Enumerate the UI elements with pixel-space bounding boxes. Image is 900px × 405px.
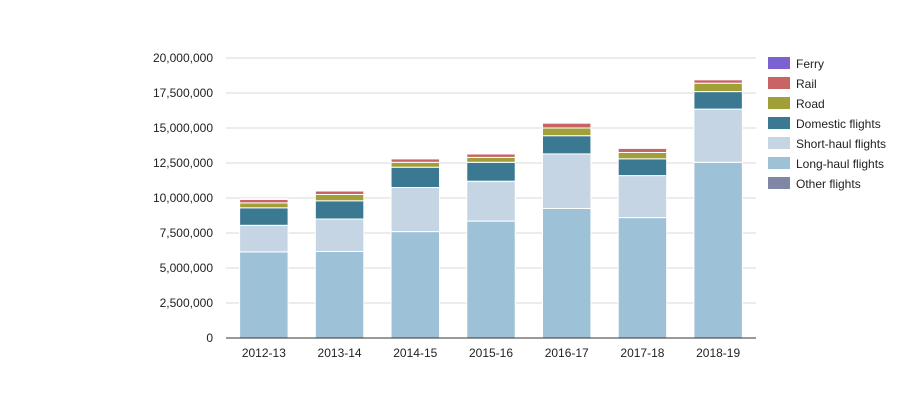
bar-segment-domestic-flights[interactable] (541, 135, 592, 155)
x-tick-label: 2013-14 (318, 346, 362, 360)
bar-segment-domestic-flights[interactable] (466, 161, 516, 182)
legend-label: Long-haul flights (796, 157, 884, 171)
bar-segment-road[interactable] (617, 152, 668, 160)
y-tick-label: 15,000,000 (153, 121, 213, 135)
bar-segment-short-haul-flights[interactable] (239, 224, 289, 253)
bar-segment-short-haul-flights[interactable] (541, 153, 592, 209)
y-tick-label: 7,500,000 (160, 226, 214, 240)
bar-segment-long-haul-flights[interactable] (314, 250, 365, 339)
x-tick-label: 2014-15 (393, 346, 437, 360)
bar-segment-domestic-flights[interactable] (390, 166, 441, 188)
legend-label: Domestic flights (796, 117, 881, 131)
bar-segment-short-haul-flights[interactable] (390, 187, 441, 233)
legend-item[interactable]: Domestic flights (768, 117, 881, 131)
bar-segment-rail[interactable] (617, 147, 668, 154)
y-tick-label: 2,500,000 (160, 296, 214, 310)
x-tick-label: 2016-17 (545, 346, 589, 360)
bar-segment-short-haul-flights[interactable] (314, 218, 365, 252)
bar-segment-ferry[interactable] (314, 189, 365, 192)
bar-segment-long-haul-flights[interactable] (239, 251, 289, 339)
bar-segment-ferry[interactable] (693, 78, 743, 81)
bar-segment-rail[interactable] (390, 158, 441, 163)
legend-swatch (768, 117, 790, 129)
y-tick-label: 5,000,000 (160, 261, 214, 275)
bar-segment-road[interactable] (541, 127, 592, 137)
legend: Ferry Rail Road Domestic flights Short-haul … (768, 57, 886, 191)
bar-segment-short-haul-flights[interactable] (617, 175, 668, 219)
bar-segment-long-haul-flights[interactable] (390, 231, 441, 339)
bar-segment-rail[interactable] (314, 190, 365, 195)
legend-item[interactable]: Long-haul flights (768, 157, 884, 171)
bar-segment-road[interactable] (314, 194, 365, 202)
legend-item[interactable]: Other flights (768, 177, 861, 191)
y-tick-label: 0 (206, 331, 213, 345)
y-tick-label: 12,500,000 (153, 156, 213, 170)
bar-segment-long-haul-flights[interactable] (617, 217, 668, 339)
legend-swatch (768, 97, 790, 109)
bars (239, 78, 743, 339)
legend-label: Rail (796, 77, 817, 91)
bar-segment-domestic-flights[interactable] (239, 207, 289, 226)
bar-segment-rail[interactable] (541, 122, 592, 129)
legend-item[interactable]: Rail (768, 77, 817, 91)
x-tick-label: 2015-16 (469, 346, 513, 360)
bar-segment-domestic-flights[interactable] (314, 200, 365, 220)
y-axis-ticks: 0 2,500,000 5,000,000 7,500,000 10,000,000 12… (153, 51, 213, 345)
bar-segment-road[interactable] (239, 202, 289, 209)
legend-swatch (768, 137, 790, 149)
bar-segment-rail[interactable] (693, 79, 743, 84)
y-tick-label: 17,500,000 (153, 86, 213, 100)
legend-swatch (768, 77, 790, 89)
bar-segment-long-haul-flights[interactable] (541, 208, 592, 339)
bar-segment-road[interactable] (390, 161, 441, 168)
legend-label: Ferry (796, 57, 824, 71)
bar-segment-ferry[interactable] (617, 147, 668, 149)
bar-segment-ferry[interactable] (541, 121, 592, 124)
legend-label: Other flights (796, 177, 861, 191)
bar-segment-ferry[interactable] (390, 157, 441, 160)
bar-segment-road[interactable] (693, 82, 743, 93)
legend-label: Road (796, 97, 825, 111)
x-axis: 2012-13 2013-14 2014-15 2015-16 2016-17 2017-… (226, 337, 756, 360)
bar-segment-rail[interactable] (239, 198, 289, 204)
bar-segment-long-haul-flights[interactable] (466, 220, 516, 339)
bar-segment-rail[interactable] (466, 153, 516, 158)
legend-swatch (768, 57, 790, 69)
legend-item[interactable]: Ferry (768, 57, 824, 71)
bar-segment-short-haul-flights[interactable] (466, 180, 516, 222)
bar-segment-ferry[interactable] (239, 198, 289, 200)
legend-swatch (768, 157, 790, 169)
legend-item[interactable]: Road (768, 97, 825, 111)
bar-segment-domestic-flights[interactable] (693, 91, 743, 110)
bar-segment-ferry[interactable] (466, 152, 516, 155)
bar-segment-road[interactable] (466, 156, 516, 163)
y-tick-label: 10,000,000 (153, 191, 213, 205)
x-tick-label: 2012-13 (242, 346, 286, 360)
x-tick-label: 2017-18 (620, 346, 664, 360)
bar-segment-short-haul-flights[interactable] (693, 108, 743, 163)
x-tick-label: 2018-19 (696, 346, 740, 360)
legend-item[interactable]: Short-haul flights (768, 137, 886, 151)
legend-swatch (768, 177, 790, 189)
legend-label: Short-haul flights (796, 137, 886, 151)
bar-segment-long-haul-flights[interactable] (693, 161, 743, 339)
bar-segment-domestic-flights[interactable] (617, 158, 668, 177)
y-tick-label: 20,000,000 (153, 51, 213, 65)
